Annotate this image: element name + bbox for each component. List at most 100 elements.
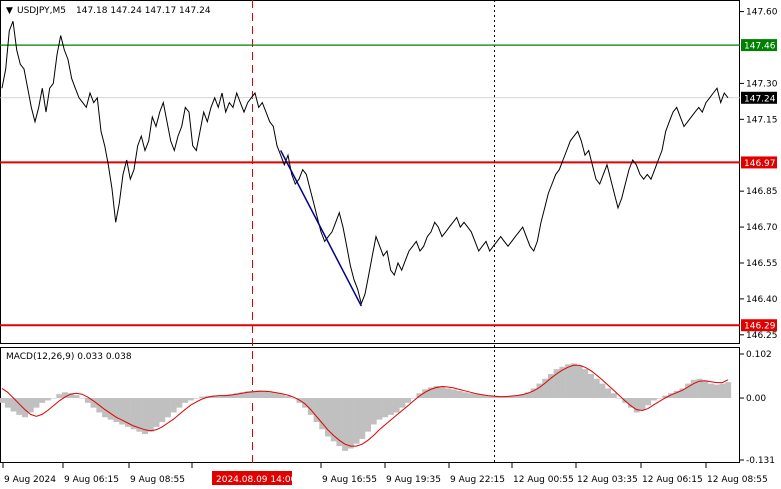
- macd-histogram-bar: [199, 396, 206, 399]
- macd-histogram-bar: [719, 383, 726, 399]
- macd-histogram-bar: [445, 388, 452, 399]
- macd-histogram-bar: [708, 383, 714, 399]
- macd-signal-line: [1, 364, 729, 447]
- macd-histogram-bar: [496, 397, 503, 399]
- trend-line-segment: [280, 150, 362, 307]
- macd-histogram-bar: [370, 398, 377, 425]
- macd-histogram-bar: [233, 393, 240, 399]
- macd-histogram-bar: [456, 390, 463, 399]
- macd-histogram-bar: [553, 369, 560, 399]
- macd-histogram-bar: [582, 369, 589, 399]
- macd-histogram-bar: [90, 398, 97, 408]
- price-tick-label: 146.40: [746, 295, 778, 305]
- horizontal-levels: 147.46 146.97 146.29 147.24: [0, 39, 777, 332]
- macd-histogram-bar: [673, 390, 680, 399]
- macd-histogram-bar: [679, 388, 686, 399]
- macd-histogram-bar: [365, 398, 371, 432]
- macd-histogram-bar: [387, 398, 394, 415]
- macd-histogram-bar: [227, 394, 234, 399]
- macd-histogram-bar: [599, 383, 606, 399]
- macd-histogram-bar: [467, 393, 474, 399]
- macd-histogram-bar: [130, 398, 137, 430]
- price-path: [1, 21, 729, 306]
- macd-histogram-bar: [422, 389, 429, 399]
- macd-histogram-bar: [702, 380, 709, 399]
- macd-histogram-bar: [50, 398, 57, 399]
- macd-histogram-bar: [187, 398, 194, 401]
- macd-histogram-bar: [565, 364, 572, 399]
- macd-histogram-bar: [56, 394, 63, 399]
- macd-histogram-bar: [473, 394, 480, 399]
- macd-histogram-bar: [393, 398, 400, 413]
- macd-histogram-bar: [16, 398, 23, 415]
- time-tick-label: 9 Aug 06:15: [64, 475, 119, 485]
- macd-histogram-bar: [530, 388, 537, 399]
- macd-histogram-bar: [302, 398, 309, 408]
- macd-histogram-bar: [542, 378, 549, 399]
- macd-histogram-bar: [439, 386, 446, 399]
- macd-histogram-bar: [216, 396, 223, 399]
- price-tick-label: 147.60: [746, 8, 778, 18]
- trend-line[interactable]: [280, 150, 362, 307]
- macd-histogram-bar: [164, 398, 171, 418]
- macd-histogram-bar: [342, 398, 349, 451]
- symbol-dropdown-icon[interactable]: ▼: [6, 6, 13, 16]
- macd-histogram-bar: [713, 384, 720, 399]
- macd-histogram-bar: [656, 398, 663, 399]
- macd-axis: 0.102 0.00 -0.131: [740, 350, 775, 466]
- macd-histogram-bar: [22, 398, 29, 418]
- macd-tick-label: 0.102: [746, 350, 772, 360]
- macd-label: MACD(12,26,9) 0.033 0.038: [6, 352, 132, 362]
- macd-histogram-bar: [330, 398, 337, 442]
- level-tag-label: 146.97: [744, 159, 776, 169]
- macd-histogram-bar: [667, 393, 674, 399]
- macd-tick-label: -0.131: [746, 456, 775, 466]
- macd-histogram-bar: [685, 383, 692, 399]
- macd-histogram-bar: [319, 398, 326, 430]
- macd-histogram-bar: [513, 395, 520, 399]
- time-tick-label: 9 Aug 16:55: [322, 475, 377, 485]
- macd-histogram-bar: [696, 378, 703, 399]
- macd-histogram-bar: [62, 392, 69, 399]
- macd-histogram-bar: [399, 398, 406, 408]
- macd-histogram-bar: [107, 398, 114, 420]
- macd-histogram-bar: [662, 395, 669, 399]
- macd-histogram-bar: [593, 378, 600, 399]
- price-series: [1, 21, 729, 306]
- macd-histogram-bar: [536, 383, 543, 399]
- price-tick-label: 146.55: [746, 259, 778, 269]
- macd-histogram-bar: [725, 382, 732, 399]
- macd-histogram-bar: [410, 398, 417, 399]
- macd-histogram-bar: [519, 394, 526, 399]
- macd-histogram-bar: [490, 396, 497, 399]
- macd-histogram-bar: [570, 363, 577, 399]
- macd-histogram-bar: [427, 387, 434, 399]
- current-price-tag: [741, 91, 777, 104]
- macd-histogram-bar: [124, 398, 131, 427]
- symbol-label: USDJPY,M5: [17, 6, 66, 16]
- macd-histogram-bar: [313, 398, 320, 423]
- macd-histogram-bar: [210, 395, 217, 399]
- macd-histogram-bar: [136, 398, 143, 432]
- macd-histogram-bar: [353, 398, 360, 444]
- time-tick-label: 12 Aug 03:35: [577, 475, 638, 485]
- macd-histogram-bar: [159, 398, 166, 423]
- macd-histogram-bar: [27, 398, 34, 413]
- macd-histogram-bar: [182, 398, 189, 403]
- macd-histogram-bar: [244, 391, 251, 399]
- macd-indicator: [0, 363, 732, 451]
- macd-histogram-bar: [347, 398, 354, 449]
- time-tick-label: 9 Aug 08:55: [130, 475, 185, 485]
- macd-histogram-bar: [67, 393, 74, 399]
- macd-histogram-bar: [376, 398, 383, 420]
- cursor-time-tag: [212, 471, 292, 485]
- macd-histogram-bar: [256, 390, 263, 399]
- macd-histogram-bar: [633, 398, 640, 413]
- time-tick-label: 9 Aug 2024: [4, 475, 56, 485]
- level-tag-label: 147.46: [744, 42, 776, 52]
- macd-histogram-bar: [290, 398, 297, 399]
- time-axis: 9 Aug 2024 9 Aug 06:15 9 Aug 08:55 9 Aug 16…: [2, 463, 768, 485]
- macd-histogram-bar: [44, 398, 51, 401]
